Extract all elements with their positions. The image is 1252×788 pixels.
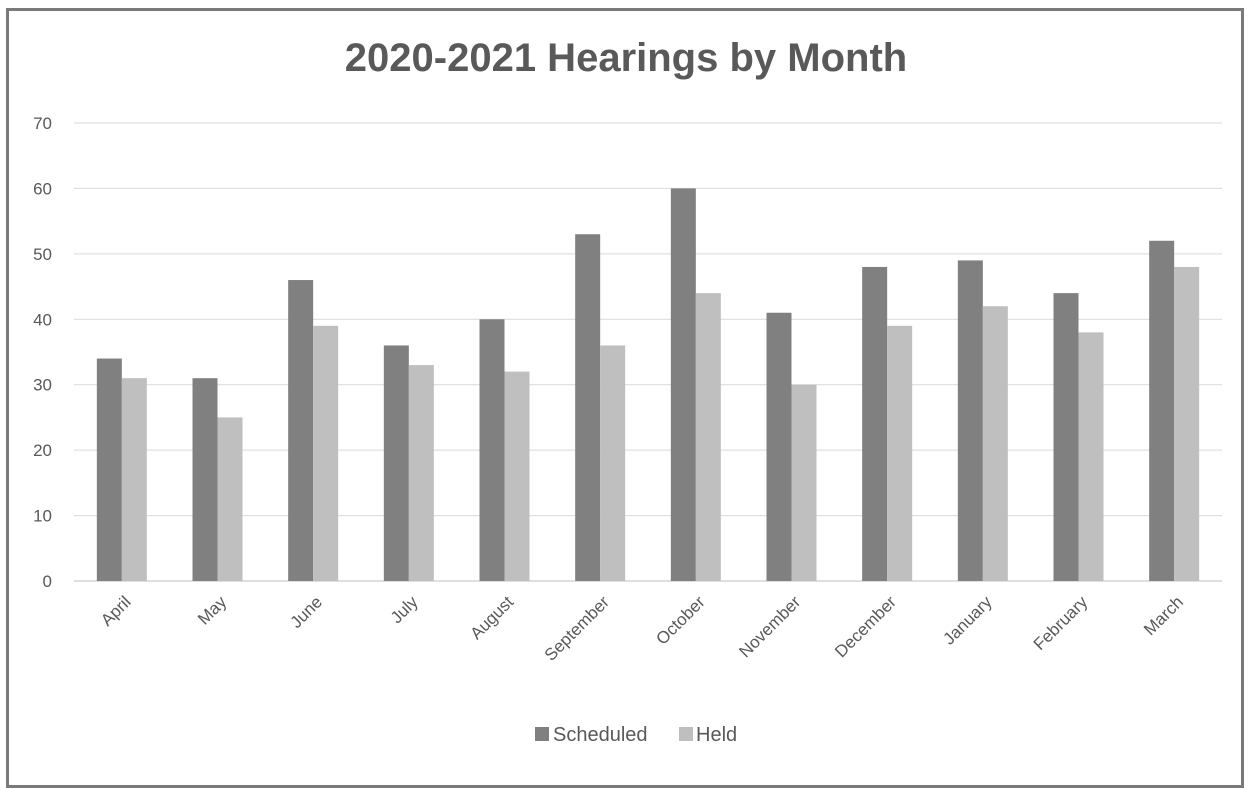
legend-swatch-scheduled [535,727,549,741]
y-tick-label: 10 [33,507,52,526]
y-tick-label: 20 [33,441,52,460]
y-tick-label: 30 [33,376,52,395]
bar-scheduled-april [96,358,122,581]
y-tick-label: 60 [33,179,52,198]
gridlines [74,122,1222,582]
x-tick-label: June [286,592,326,632]
bar-scheduled-november [766,312,792,581]
bar-held-october [695,293,721,581]
y-axis-ticks: 0 10 20 30 40 50 60 70 [33,114,52,591]
bar-held-january [982,306,1008,581]
x-tick-label: September [541,592,613,664]
x-tick-label: July [387,592,422,627]
x-tick-label: February [1030,592,1092,654]
y-tick-label: 0 [43,572,52,591]
bar-held-august [504,371,530,581]
x-tick-label: January [939,592,996,649]
legend-label-held: Held [696,724,737,746]
bar-scheduled-august [479,319,505,581]
bar-held-november [791,384,817,581]
bars [96,188,1200,581]
legend-swatch-held [679,727,693,741]
bar-held-june [313,325,339,581]
x-axis-labels: April May June July August September October No… [97,592,1187,665]
bar-scheduled-october [670,188,696,581]
bar-held-march [1174,266,1200,581]
x-tick-label: August [466,592,517,643]
bar-held-february [1078,332,1104,581]
bar-held-july [408,365,434,581]
bar-held-april [121,378,147,581]
chart-title: 2020-2021 Hearings by Month [344,36,908,80]
x-tick-label: December [831,592,900,661]
bar-scheduled-march [1149,240,1175,581]
bar-scheduled-may [192,378,218,581]
bar-scheduled-january [957,260,983,581]
x-tick-label: April [97,592,134,629]
legend: Scheduled Held [535,724,737,746]
y-tick-label: 40 [33,310,52,329]
bar-chart: 0 10 20 30 40 50 60 70 April May June July August Se… [33,114,1222,746]
legend-label-scheduled: Scheduled [553,724,648,746]
bar-scheduled-september [575,234,601,581]
y-tick-label: 70 [33,114,52,133]
bar-scheduled-december [862,266,888,581]
bar-scheduled-july [383,345,409,581]
bar-scheduled-february [1053,293,1079,581]
bar-held-may [217,417,243,581]
bar-held-september [600,345,626,581]
bar-held-december [887,325,913,581]
x-tick-label: March [1140,592,1187,639]
x-tick-label: October [652,592,708,648]
x-tick-label: May [194,592,230,628]
y-tick-label: 50 [33,245,52,264]
x-tick-label: November [735,592,804,661]
bar-scheduled-june [288,280,314,581]
